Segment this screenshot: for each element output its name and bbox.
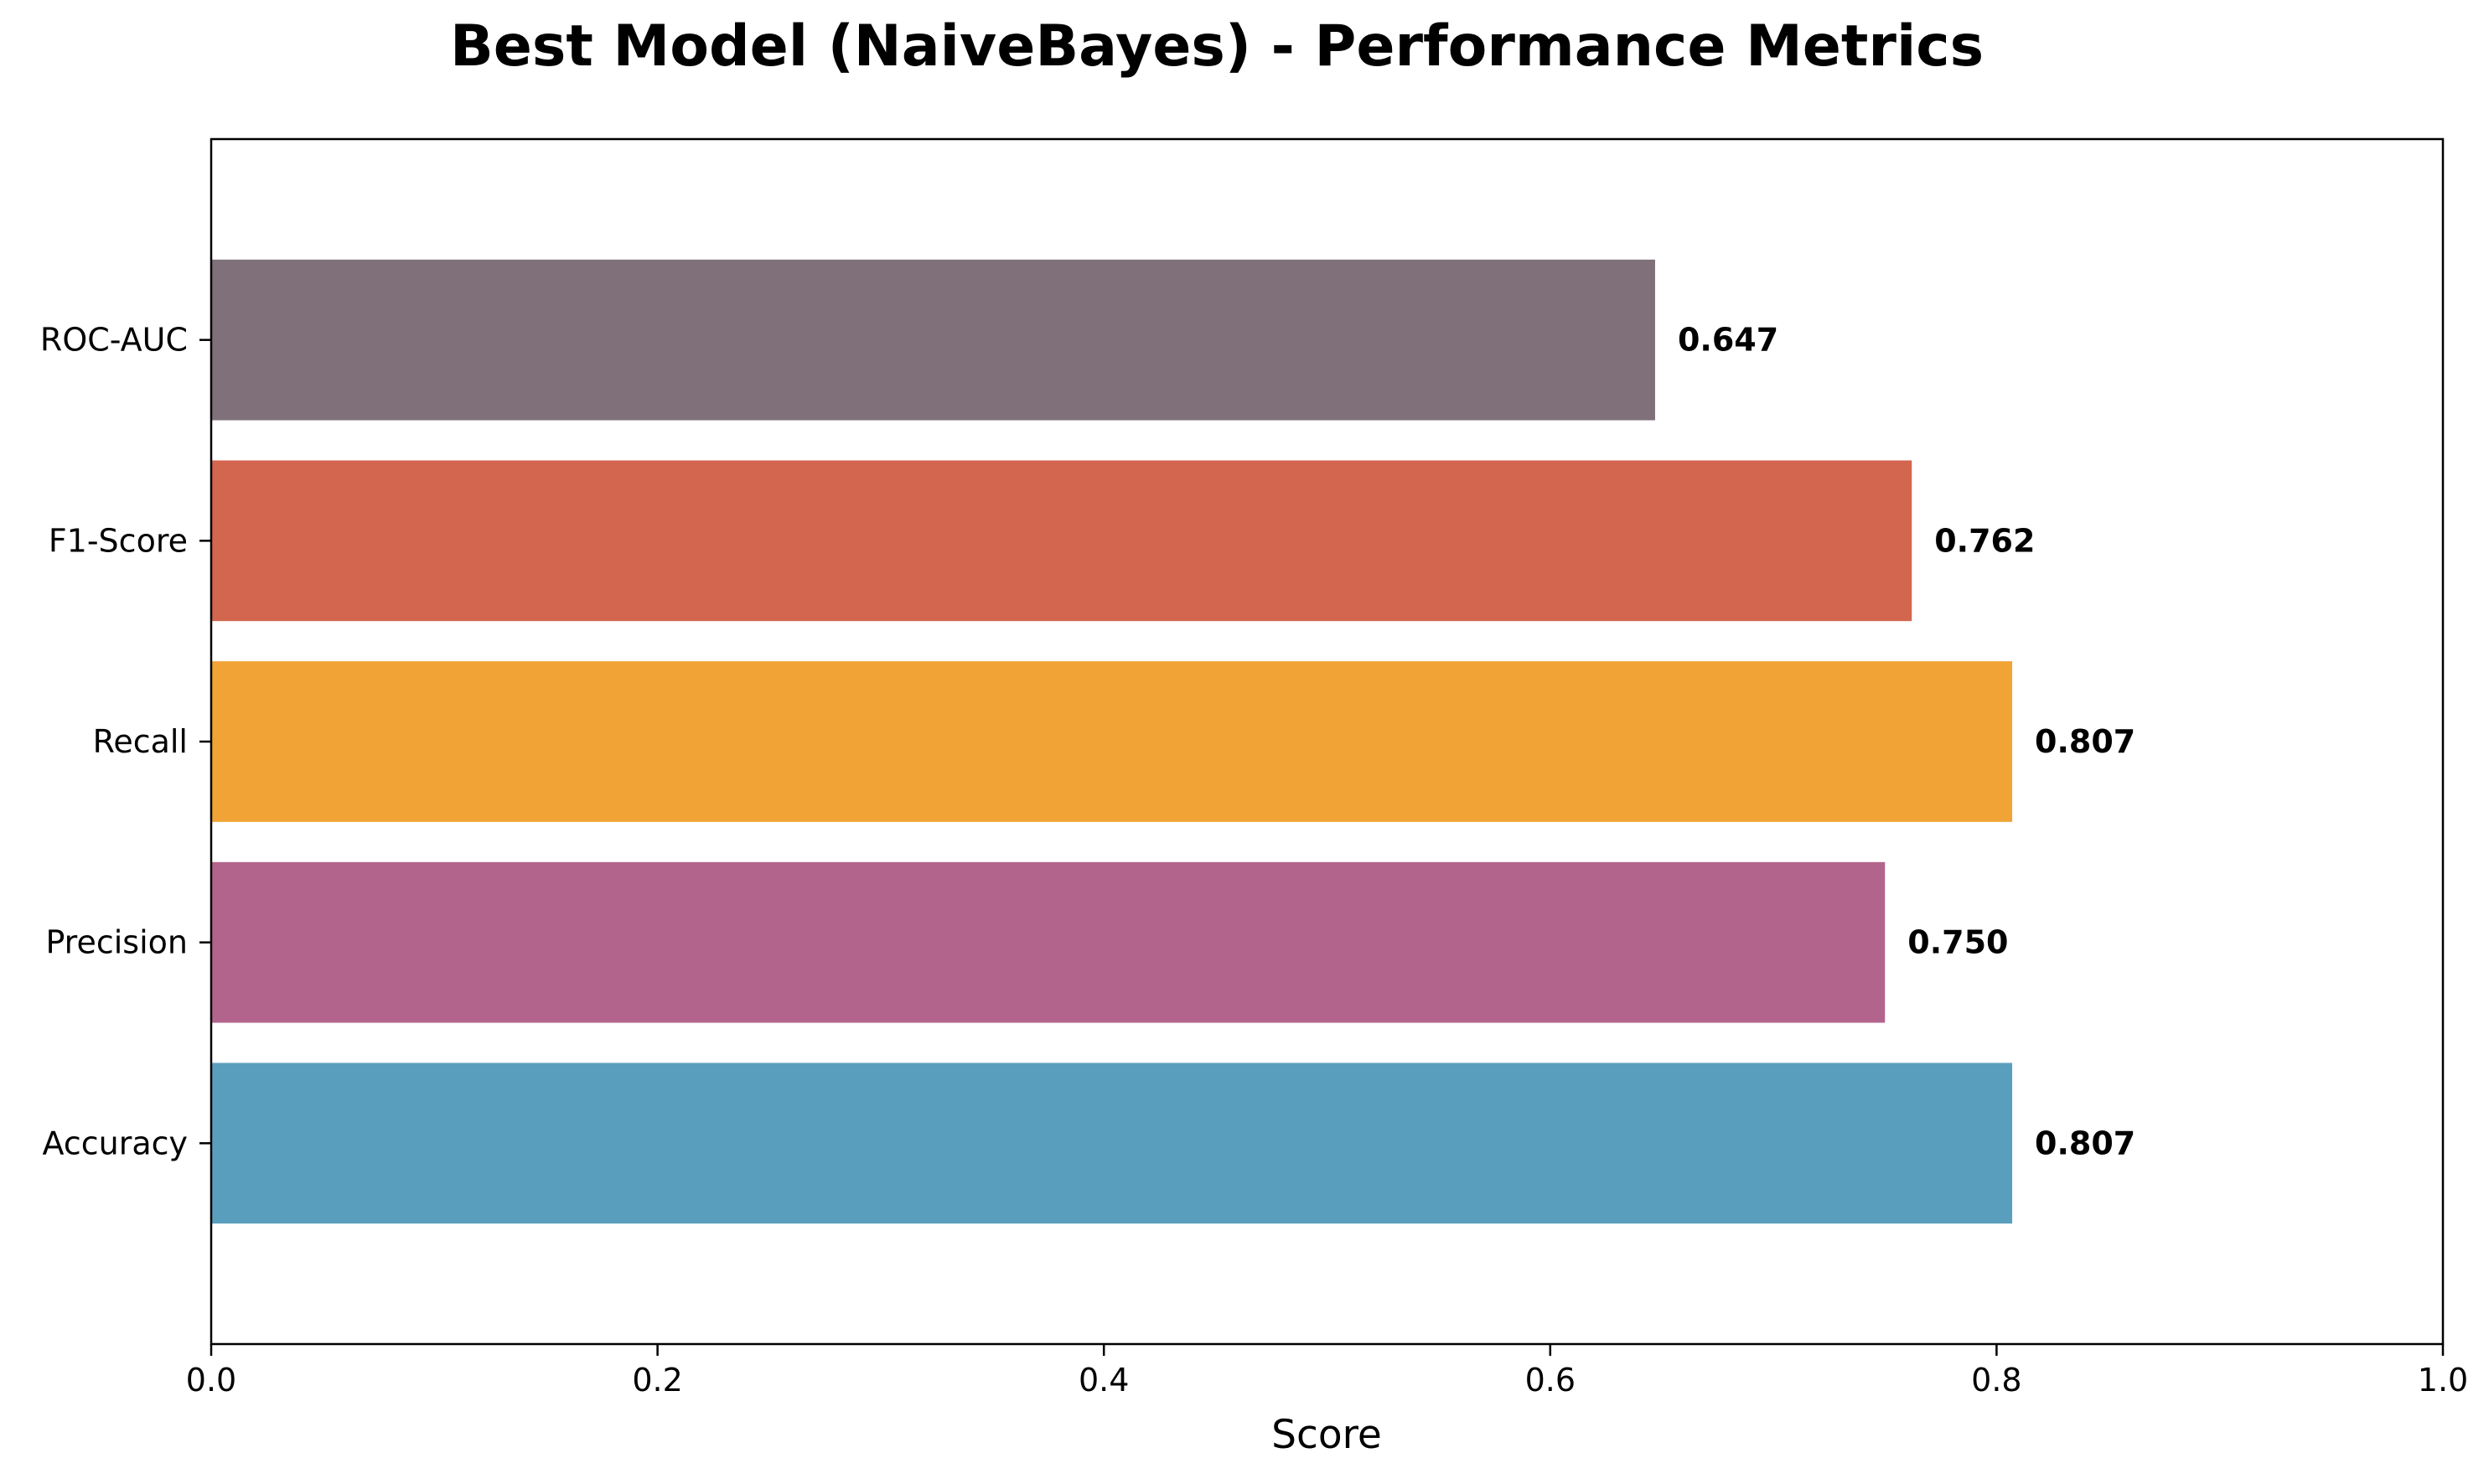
x-tick-label: 0.6 bbox=[1525, 1362, 1576, 1399]
chart-title: Best Model (NaiveBayes) - Performance Me… bbox=[450, 13, 1984, 80]
y-tick-label-precision: Precision bbox=[45, 924, 188, 961]
x-tick-label: 1.0 bbox=[2418, 1362, 2468, 1399]
bar-f1-score bbox=[211, 460, 1912, 622]
x-tick-label: 0.2 bbox=[632, 1362, 682, 1399]
bar-precision bbox=[211, 861, 1886, 1023]
y-tick-label-accuracy: Accuracy bbox=[43, 1125, 189, 1161]
value-label-accuracy: 0.807 bbox=[2035, 1125, 2135, 1161]
value-label-roc-auc: 0.647 bbox=[1678, 322, 1778, 359]
bar-recall bbox=[211, 661, 2013, 822]
x-tick-label: 0.0 bbox=[186, 1362, 236, 1399]
y-axis: Accuracy Precision Recall F1-Score ROC-AUC bbox=[40, 322, 211, 1161]
x-axis-label: Score bbox=[1271, 1412, 1382, 1458]
y-tick-label-f1-score: F1-Score bbox=[49, 522, 188, 559]
bar-roc-auc bbox=[211, 259, 1655, 421]
x-tick-label: 0.4 bbox=[1079, 1362, 1129, 1399]
bars-layer bbox=[211, 259, 2013, 1224]
y-tick-label-roc-auc: ROC-AUC bbox=[40, 322, 188, 359]
value-label-precision: 0.750 bbox=[1907, 924, 2008, 961]
value-labels: 0.807 0.750 0.807 0.762 0.647 bbox=[1678, 322, 2135, 1162]
x-tick-label: 0.8 bbox=[1971, 1362, 2021, 1399]
value-label-recall: 0.807 bbox=[2035, 723, 2135, 760]
bar-accuracy bbox=[211, 1063, 2013, 1224]
value-label-f1-score: 0.762 bbox=[1934, 522, 2035, 559]
x-axis: 0.0 0.2 0.4 0.6 0.8 1.0 bbox=[186, 1344, 2468, 1399]
y-tick-label-recall: Recall bbox=[93, 723, 188, 760]
